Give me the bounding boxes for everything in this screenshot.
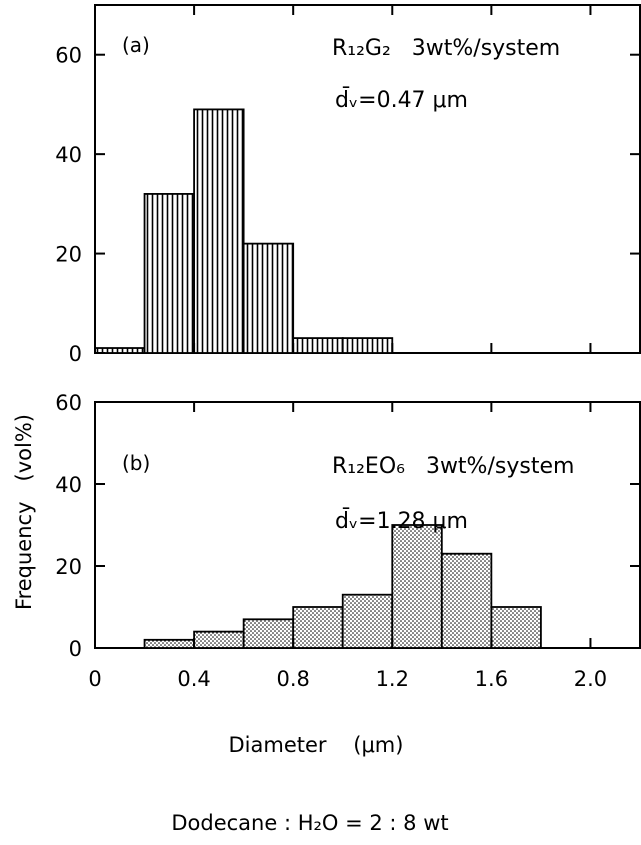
bar-b-6 [440,552,493,649]
x-axis-label: Diameter (μm) [229,733,404,757]
bar-b-5 [391,524,443,649]
ytick-label-b-20: 20 [55,555,82,579]
xtick-label-1: 0.4 [177,667,210,691]
bar-b-7 [490,606,542,649]
panel-b-y-axis: 0 20 40 60 [55,391,640,661]
ytick-label-a-0: 0 [69,342,82,366]
panel-a-label: (a) [122,33,150,57]
bar-b-3 [292,606,344,649]
y-axis-label: Frequency (vol%) [12,414,36,610]
bar-a-5 [341,337,394,354]
ytick-label-b-40: 40 [55,473,82,497]
ytick-label-a-60: 60 [55,44,82,68]
panel-b: 0 20 40 60 0 0.4 0.8 1.2 1.6 2.0 (b) R₁₂EO₆ 3wt%… [55,391,641,691]
panel-b-system-annotation: R₁₂EO₆ 3wt%/system [332,454,574,479]
bar-a-3 [242,242,295,354]
panel-a-system-annotation: R₁₂G₂ 3wt%/system [332,36,560,61]
panel-b-x-axis: 0 0.4 0.8 1.2 1.6 2.0 [88,402,607,691]
xtick-label-2: 0.8 [276,667,309,691]
bar-b-1 [193,630,245,649]
xtick-label-4: 1.6 [475,667,508,691]
bar-b-4 [341,593,394,649]
panel-b-label: (b) [122,451,150,475]
panel-b-bars [143,524,542,649]
ytick-label-a-20: 20 [55,243,82,267]
panel-a: 0 20 40 60 (a) R₁₂G₂ 3wt%/system d̄ᵥ=0.47 μ… [55,4,641,366]
panel-a-dv-annotation: d̄ᵥ=0.47 μm [335,87,468,113]
panel-b-dv-annotation: d̄ᵥ=1.28 μm [335,508,468,534]
bar-a-4 [292,337,344,354]
xtick-label-3: 1.2 [376,667,409,691]
panel-a-bars [94,108,394,354]
figure-caption: Dodecane : H₂O = 2 : 8 wt [171,811,448,835]
bar-b-0 [143,638,195,649]
xtick-label-0: 0 [88,667,101,691]
ytick-label-b-0: 0 [69,637,82,661]
ytick-label-b-60: 60 [55,391,82,415]
xtick-label-5: 2.0 [574,667,607,691]
ytick-label-a-40: 40 [55,143,82,167]
bar-a-1 [143,193,195,354]
panel-a-x-ticks [94,5,592,353]
bar-a-2 [193,108,245,354]
panel-a-y-axis: 0 20 40 60 [55,44,640,366]
bar-b-2 [242,618,295,649]
